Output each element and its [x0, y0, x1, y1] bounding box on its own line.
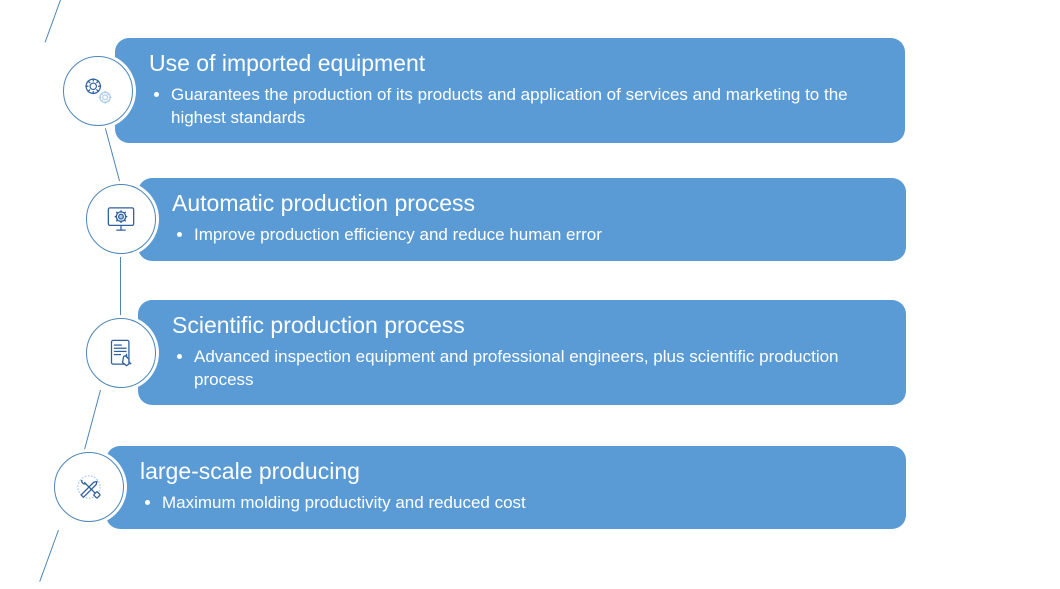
pill-large-scale: large-scale producing Maximum molding pr…: [106, 446, 906, 529]
monitor-gear-icon: [86, 184, 156, 254]
stage-scientific-process: Scientific production process Advanced i…: [86, 300, 906, 405]
stage-large-scale: large-scale producing Maximum molding pr…: [54, 446, 906, 529]
gears-icon: [63, 56, 133, 126]
tablet-hand-icon: [86, 318, 156, 388]
pill-bullets: Advanced inspection equipment and profes…: [172, 346, 878, 392]
pill-title: large-scale producing: [140, 458, 878, 486]
pill-bullets: Maximum molding productivity and reduced…: [140, 492, 878, 515]
connector-seg-0: [45, 0, 61, 42]
pill-title: Automatic production process: [172, 190, 878, 218]
pill-bullet: Maximum molding productivity and reduced…: [162, 492, 878, 515]
pill-title: Use of imported equipment: [149, 50, 877, 78]
tools-icon: [54, 452, 124, 522]
pill-automatic-process: Automatic production process Improve pro…: [138, 178, 906, 261]
pill-bullets: Improve production efficiency and reduce…: [172, 224, 878, 247]
pill-scientific-process: Scientific production process Advanced i…: [138, 300, 906, 405]
stage-imported-equipment: Use of imported equipment Guarantees the…: [63, 38, 905, 143]
pill-bullet: Improve production efficiency and reduce…: [194, 224, 878, 247]
pill-title: Scientific production process: [172, 312, 878, 340]
stage-automatic-process: Automatic production process Improve pro…: [86, 178, 906, 261]
pill-bullet: Advanced inspection equipment and profes…: [194, 346, 878, 392]
pill-bullet: Guarantees the production of its product…: [171, 84, 877, 130]
pill-imported-equipment: Use of imported equipment Guarantees the…: [115, 38, 905, 143]
pill-bullets: Guarantees the production of its product…: [149, 84, 877, 130]
connector-seg-4: [39, 530, 59, 582]
